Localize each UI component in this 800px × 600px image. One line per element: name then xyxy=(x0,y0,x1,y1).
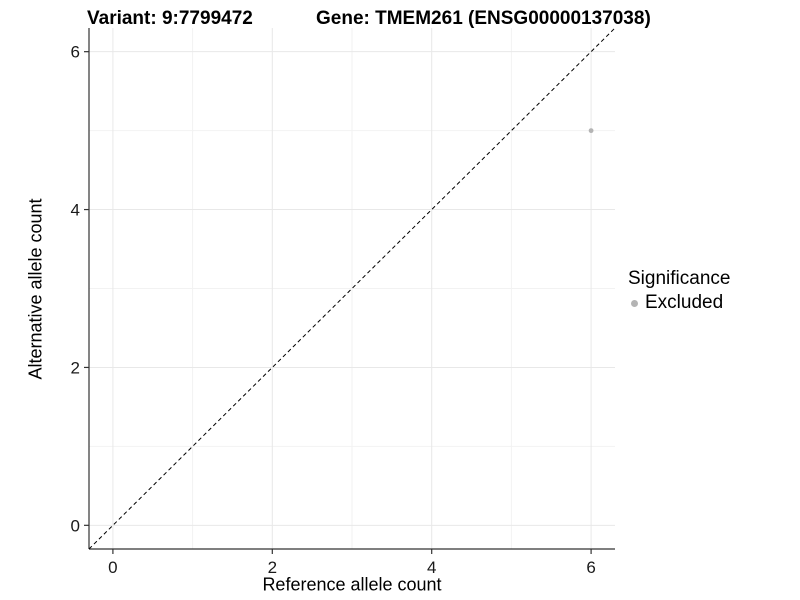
y-tick-label: 2 xyxy=(71,358,80,377)
data-point xyxy=(588,128,594,134)
x-tick-label: 2 xyxy=(268,558,277,577)
plot-title-variant: Variant: 9:7799472 xyxy=(87,8,253,29)
excluded-point-icon xyxy=(631,299,638,307)
legend: Significance Excluded xyxy=(628,268,730,314)
x-tick-label: 0 xyxy=(108,558,117,577)
y-tick-label: 4 xyxy=(71,201,80,220)
legend-item-excluded: Excluded xyxy=(628,292,730,314)
y-tick-label: 6 xyxy=(71,43,80,62)
y-axis-title: Alternative allele count xyxy=(25,198,46,380)
plot-title-gene: Gene: TMEM261 (ENSG00000137038) xyxy=(316,8,651,29)
legend-title: Significance xyxy=(628,268,731,289)
identity-reference-line xyxy=(88,27,616,550)
y-tick-label: 0 xyxy=(71,516,80,535)
x-tick-label: 6 xyxy=(586,558,595,577)
x-tick-label: 4 xyxy=(427,558,436,577)
x-axis-title: Reference allele count xyxy=(262,574,442,595)
legend-item-label: Excluded xyxy=(645,292,724,313)
